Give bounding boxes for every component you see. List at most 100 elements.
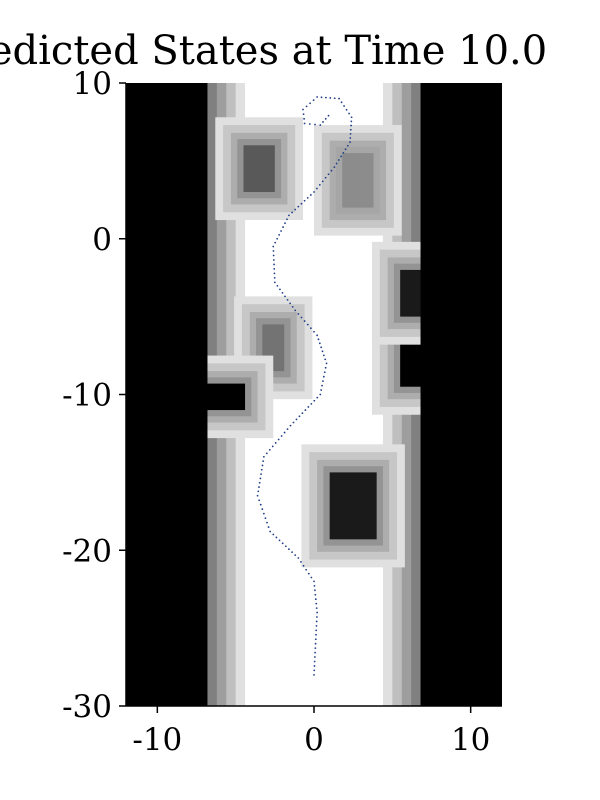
trajectory-point bbox=[350, 120, 353, 123]
trajectory-point bbox=[262, 460, 265, 463]
wall bbox=[420, 83, 502, 706]
chart-title: Predicted States at Time 10.0 bbox=[0, 28, 547, 74]
heatmap-layer bbox=[126, 83, 502, 706]
trajectory-point bbox=[316, 334, 319, 337]
trajectory-point bbox=[273, 276, 276, 279]
obstacle bbox=[329, 472, 377, 540]
trajectory-point bbox=[272, 254, 275, 257]
trajectory-point bbox=[316, 96, 319, 98]
trajectory-point bbox=[302, 108, 304, 111]
trajectory-point bbox=[300, 561, 302, 563]
trajectory-point bbox=[256, 494, 259, 497]
trajectory-point bbox=[259, 503, 262, 506]
trajectory-point bbox=[349, 128, 352, 131]
trajectory-point bbox=[276, 237, 279, 240]
trajectory-point bbox=[313, 673, 315, 676]
trajectory-point bbox=[288, 548, 290, 551]
trajectory-point bbox=[313, 656, 316, 658]
trajectory-point bbox=[288, 214, 290, 217]
trajectory-point bbox=[315, 625, 318, 627]
trajectory-point bbox=[313, 665, 316, 667]
trajectory-point bbox=[276, 284, 279, 287]
y-tick-label: -30 bbox=[62, 689, 112, 725]
y-tick-label: -10 bbox=[62, 378, 112, 414]
trajectory-point bbox=[303, 320, 306, 322]
trajectory-point bbox=[315, 633, 317, 636]
trajectory-point bbox=[324, 176, 327, 179]
trajectory-point bbox=[266, 521, 268, 524]
trajectory-point bbox=[322, 380, 324, 383]
trajectory-point bbox=[289, 302, 292, 305]
x-tick-label: -10 bbox=[132, 722, 182, 758]
y-tick-label: 0 bbox=[92, 222, 112, 258]
trajectory-point bbox=[281, 291, 284, 294]
trajectory-point bbox=[273, 268, 276, 270]
trajectory-point bbox=[291, 211, 293, 214]
wall bbox=[126, 83, 208, 706]
trajectory-point bbox=[286, 298, 289, 301]
trajectory-point bbox=[262, 512, 265, 515]
trajectory-point bbox=[297, 557, 300, 559]
trajectory-point bbox=[303, 199, 306, 202]
trajectory-point bbox=[316, 616, 318, 618]
trajectory-point bbox=[315, 602, 318, 605]
trajectory-point bbox=[280, 435, 283, 437]
trajectory-point bbox=[314, 642, 317, 645]
trajectory-point bbox=[267, 526, 270, 528]
trajectory-point bbox=[261, 464, 264, 467]
trajectory-point bbox=[308, 123, 311, 125]
obstacle bbox=[204, 383, 246, 411]
trajectory-point bbox=[302, 113, 305, 116]
trajectory-point bbox=[278, 233, 281, 236]
trajectory-point bbox=[309, 194, 312, 196]
trajectory-point bbox=[313, 669, 316, 672]
trajectory-point bbox=[271, 445, 274, 448]
trajectory-point bbox=[327, 173, 330, 176]
trajectory-point bbox=[282, 226, 284, 228]
trajectory-point bbox=[349, 141, 351, 144]
trajectory-point bbox=[343, 105, 345, 107]
plot-area bbox=[126, 83, 502, 706]
trajectory-point bbox=[309, 102, 311, 105]
trajectory-point bbox=[320, 346, 323, 349]
trajectory-point bbox=[313, 580, 315, 583]
trajectory-point bbox=[257, 490, 260, 493]
trajectory-point bbox=[291, 305, 294, 308]
trajectory-point bbox=[273, 281, 276, 284]
trajectory-point bbox=[345, 108, 348, 111]
trajectory-point bbox=[272, 250, 275, 252]
trajectory-point bbox=[322, 354, 325, 357]
obstacle bbox=[400, 339, 424, 387]
trajectory-point bbox=[303, 117, 305, 120]
obstacle bbox=[342, 153, 374, 208]
trajectory-point bbox=[260, 468, 263, 471]
trajectory-point bbox=[278, 539, 281, 542]
trajectory-point bbox=[321, 180, 324, 183]
trajectory-point bbox=[325, 96, 327, 99]
trajectory-point bbox=[294, 554, 297, 556]
axes: 10 0 -10 -20 -30 -10 0 10 bbox=[62, 66, 502, 758]
trajectory-point bbox=[264, 517, 267, 520]
trajectory-point bbox=[314, 638, 317, 641]
trajectory-point bbox=[318, 184, 321, 186]
trajectory-point bbox=[350, 124, 352, 127]
trajectory-point bbox=[319, 124, 322, 126]
trajectory-point bbox=[319, 393, 322, 396]
trajectory-point bbox=[349, 132, 352, 135]
trajectory-point bbox=[324, 366, 327, 369]
trajectory-point bbox=[258, 499, 261, 502]
trajectory-point bbox=[340, 101, 343, 104]
trajectory-point bbox=[281, 542, 284, 545]
trajectory-point bbox=[310, 402, 313, 405]
trajectory-point bbox=[348, 112, 350, 115]
trajectory-point bbox=[259, 477, 262, 480]
trajectory-point bbox=[321, 384, 323, 387]
trajectory-point bbox=[269, 530, 272, 533]
trajectory-point bbox=[321, 350, 324, 353]
trajectory-point bbox=[302, 564, 305, 567]
trajectory-point bbox=[258, 486, 260, 488]
trajectory-point bbox=[286, 218, 288, 221]
trajectory-point bbox=[295, 418, 298, 421]
trajectory-point bbox=[324, 358, 327, 361]
trajectory-point bbox=[309, 327, 312, 330]
